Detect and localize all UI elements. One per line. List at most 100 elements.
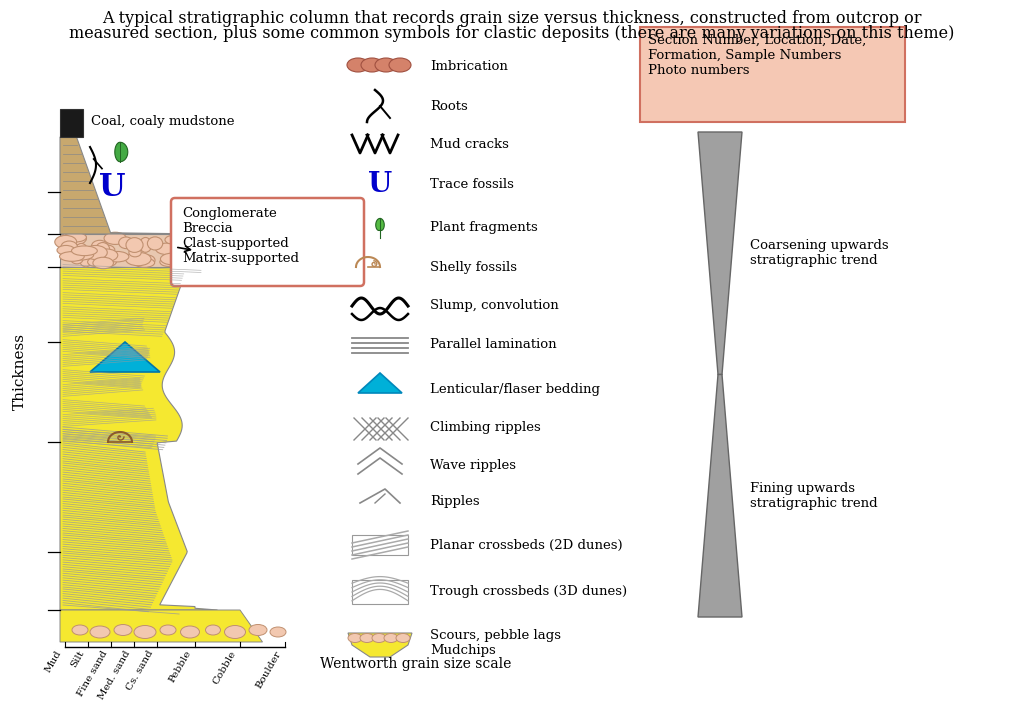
Ellipse shape (161, 253, 185, 265)
Text: Pebble: Pebble (168, 649, 193, 684)
Text: Climbing ripples: Climbing ripples (430, 421, 541, 435)
Text: U: U (368, 171, 392, 197)
Ellipse shape (347, 58, 369, 72)
Text: A typical stratigraphic column that records grain size versus thickness, constru: A typical stratigraphic column that reco… (102, 10, 922, 27)
Text: Boulder: Boulder (254, 649, 283, 689)
Polygon shape (60, 267, 217, 610)
Ellipse shape (75, 244, 88, 258)
Text: Scours, pebble lags
Mudchips: Scours, pebble lags Mudchips (430, 629, 561, 657)
Ellipse shape (59, 251, 84, 261)
Text: Planar crossbeds (2D dunes): Planar crossbeds (2D dunes) (430, 538, 623, 552)
Ellipse shape (180, 232, 201, 247)
Bar (352, 535, 408, 555)
Ellipse shape (126, 237, 143, 253)
Ellipse shape (55, 235, 77, 249)
Ellipse shape (396, 633, 410, 642)
Text: Fine sand: Fine sand (76, 649, 109, 698)
Ellipse shape (90, 626, 110, 638)
Polygon shape (115, 143, 128, 161)
Text: Mud: Mud (43, 649, 63, 674)
Text: Lenticular/flaser bedding: Lenticular/flaser bedding (430, 383, 600, 395)
Ellipse shape (180, 626, 200, 638)
Ellipse shape (348, 633, 362, 642)
Ellipse shape (270, 627, 286, 637)
Ellipse shape (72, 246, 97, 256)
Text: Shelly fossils: Shelly fossils (430, 260, 517, 274)
Ellipse shape (372, 633, 386, 642)
Polygon shape (90, 342, 160, 372)
Ellipse shape (389, 58, 411, 72)
Ellipse shape (224, 625, 246, 639)
Text: Wentworth grain size scale: Wentworth grain size scale (319, 657, 511, 671)
Ellipse shape (95, 256, 117, 267)
Ellipse shape (95, 242, 110, 256)
Ellipse shape (105, 251, 129, 262)
Text: Thickness: Thickness (13, 333, 27, 411)
Ellipse shape (147, 237, 163, 250)
Ellipse shape (360, 633, 374, 642)
Ellipse shape (249, 625, 267, 635)
Ellipse shape (61, 241, 78, 253)
Ellipse shape (91, 240, 108, 252)
Text: Wave ripples: Wave ripples (430, 460, 516, 472)
Text: Trace fossils: Trace fossils (430, 178, 514, 190)
Ellipse shape (165, 235, 181, 244)
Ellipse shape (95, 249, 118, 261)
Text: Imbrication: Imbrication (430, 60, 508, 74)
Text: Parallel lamination: Parallel lamination (430, 338, 557, 352)
Ellipse shape (84, 246, 108, 260)
Polygon shape (348, 633, 412, 657)
Text: Mud cracks: Mud cracks (430, 138, 509, 152)
Ellipse shape (93, 257, 114, 269)
Text: Silt: Silt (70, 649, 86, 669)
Ellipse shape (139, 255, 155, 265)
Polygon shape (60, 137, 204, 234)
Ellipse shape (139, 237, 152, 252)
Text: Med. sand: Med. sand (97, 649, 132, 701)
Ellipse shape (160, 625, 176, 635)
Polygon shape (60, 234, 204, 267)
FancyBboxPatch shape (640, 27, 905, 122)
Ellipse shape (88, 258, 103, 267)
Ellipse shape (179, 235, 200, 249)
Text: Cobble: Cobble (212, 649, 238, 686)
Polygon shape (60, 109, 83, 137)
Polygon shape (698, 132, 742, 374)
Polygon shape (60, 610, 262, 642)
Polygon shape (358, 373, 402, 393)
Ellipse shape (375, 58, 397, 72)
Ellipse shape (96, 245, 115, 255)
Ellipse shape (69, 250, 93, 260)
Ellipse shape (57, 246, 75, 255)
Ellipse shape (134, 258, 155, 267)
Ellipse shape (129, 248, 141, 257)
Ellipse shape (72, 625, 88, 635)
Ellipse shape (361, 58, 383, 72)
Bar (352, 580, 408, 604)
Ellipse shape (169, 253, 184, 263)
Ellipse shape (119, 237, 133, 249)
Ellipse shape (384, 633, 398, 642)
Text: Section Number, Location, Date,
Formation, Sample Numbers
Photo numbers: Section Number, Location, Date, Formatio… (648, 34, 866, 77)
Ellipse shape (177, 245, 190, 258)
Ellipse shape (114, 625, 132, 635)
Ellipse shape (61, 232, 86, 245)
Ellipse shape (172, 243, 189, 251)
Text: Cs. sand: Cs. sand (125, 649, 155, 692)
Ellipse shape (184, 252, 204, 263)
Polygon shape (698, 374, 742, 617)
Text: Coal, coaly mudstone: Coal, coaly mudstone (91, 114, 234, 128)
Ellipse shape (126, 252, 152, 266)
Ellipse shape (63, 232, 86, 242)
Polygon shape (376, 218, 384, 230)
Text: Fining upwards
stratigraphic trend: Fining upwards stratigraphic trend (750, 482, 878, 510)
Text: Coarsening upwards
stratigraphic trend: Coarsening upwards stratigraphic trend (750, 239, 889, 267)
Text: Ripples: Ripples (430, 494, 479, 508)
Text: Roots: Roots (430, 100, 468, 112)
Ellipse shape (104, 232, 126, 244)
Ellipse shape (160, 258, 177, 266)
Ellipse shape (156, 243, 178, 255)
Text: Slump, convolution: Slump, convolution (430, 300, 559, 312)
Text: Trough crossbeds (3D dunes): Trough crossbeds (3D dunes) (430, 585, 627, 597)
Text: Plant fragments: Plant fragments (430, 222, 538, 234)
